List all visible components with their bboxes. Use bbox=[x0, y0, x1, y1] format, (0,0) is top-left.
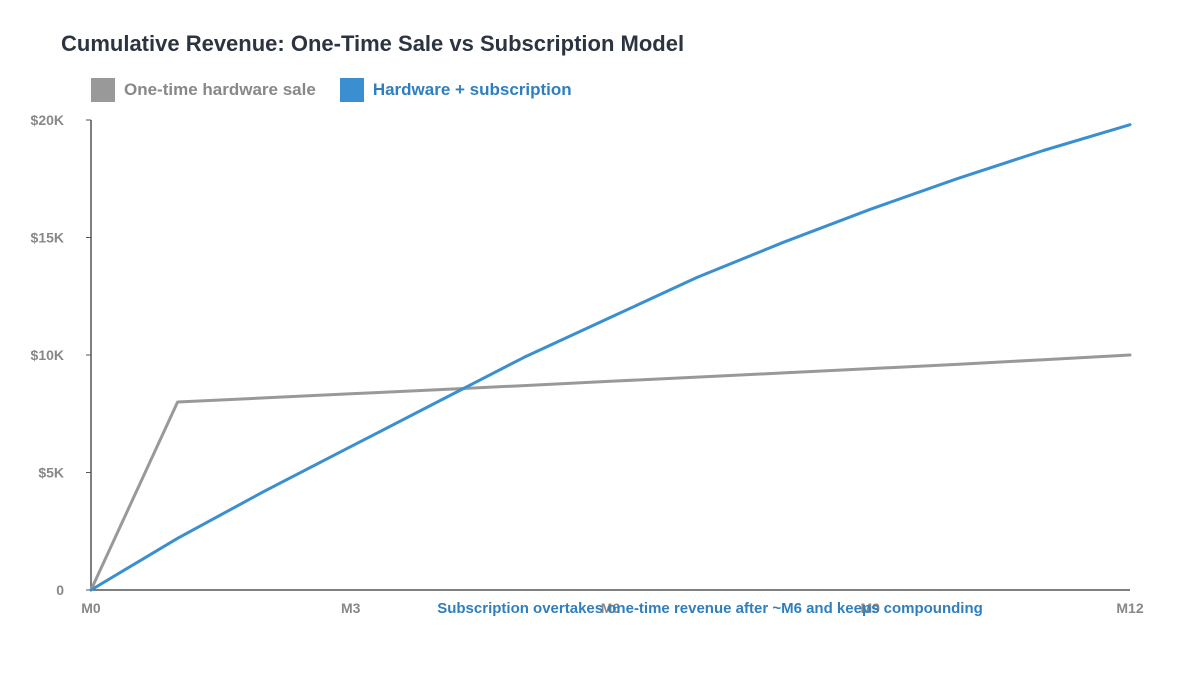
annotation-text: Subscription overtakes one-time revenue … bbox=[437, 600, 983, 617]
x-tick-label: M12 bbox=[1116, 600, 1143, 616]
chart-title: Cumulative Revenue: One-Time Sale vs Sub… bbox=[61, 31, 685, 56]
y-tick-label: 0 bbox=[56, 582, 64, 598]
x-tick-label: M9 bbox=[861, 600, 881, 616]
legend-label-one-time: One-time hardware sale bbox=[124, 80, 316, 99]
legend-item-one-time: One-time hardware sale bbox=[91, 78, 316, 102]
y-tick-label: $15K bbox=[31, 230, 64, 246]
legend-item-subscription: Hardware + subscription bbox=[339, 78, 572, 102]
series-line-subscription bbox=[89, 123, 1132, 592]
x-tick-label: M3 bbox=[341, 600, 361, 616]
legend-label-subscription: Hardware + subscription bbox=[372, 80, 572, 99]
x-tick-label: M0 bbox=[81, 600, 101, 616]
legend-swatch-subscription bbox=[339, 78, 364, 102]
chart-legend: One-time hardware sale Hardware + subscr… bbox=[91, 78, 596, 102]
series-line-one-time bbox=[89, 353, 1132, 592]
legend-swatch-one-time bbox=[91, 78, 115, 102]
y-tick-label: $20K bbox=[31, 112, 64, 128]
y-tick-label: $5K bbox=[38, 465, 64, 481]
x-tick-label: M6 bbox=[601, 600, 621, 616]
y-tick-label: $10K bbox=[31, 347, 64, 363]
